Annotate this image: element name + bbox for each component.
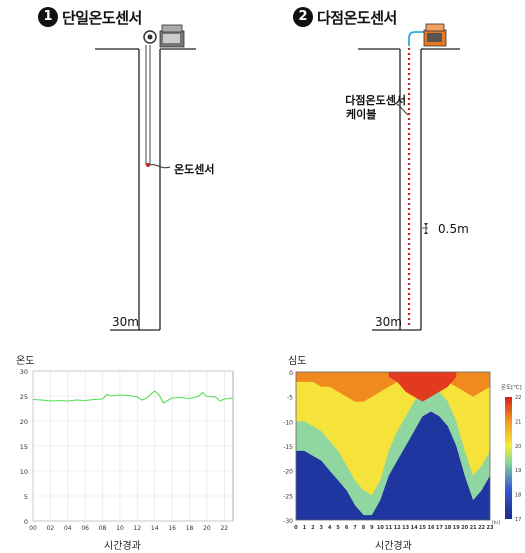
x-tick-label: 6 bbox=[345, 525, 349, 531]
sensor-label: 온도센서 bbox=[174, 163, 215, 176]
x-tick-label: 12 bbox=[134, 525, 142, 532]
borehole-multi bbox=[358, 23, 460, 331]
cable-label-line2: 케이블 bbox=[346, 108, 377, 121]
y-tick-label: -25 bbox=[283, 493, 293, 500]
y-tick-label: -30 bbox=[283, 518, 293, 525]
colorbar-tick-label: 21 bbox=[515, 419, 521, 425]
x-tick-label: 16 bbox=[168, 525, 176, 532]
x-tick-label: 02 bbox=[47, 525, 55, 532]
x-tick-label: 15 bbox=[419, 525, 426, 531]
line-chart-ylabel: 온도 bbox=[16, 356, 35, 367]
line-chart-xlabel: 시간경과 bbox=[104, 541, 141, 552]
x-tick-label: 3 bbox=[320, 525, 324, 531]
colorbar-tick-label: 22 bbox=[515, 395, 521, 401]
x-tick-label: 2 bbox=[311, 525, 315, 531]
colorbar-tick-label: 17 bbox=[515, 517, 521, 523]
x-tick-label: 22 bbox=[220, 525, 228, 532]
y-tick-label: -20 bbox=[283, 469, 293, 476]
temperature-series-line bbox=[32, 390, 234, 404]
x-tick-label: 13 bbox=[402, 525, 409, 531]
x-tick-label: 06 bbox=[81, 525, 89, 532]
x-tick-label: 23 bbox=[487, 525, 494, 531]
y-tick-label: -10 bbox=[283, 419, 293, 426]
x-tick-label: 19 bbox=[453, 525, 460, 531]
step-2-badge: 2 bbox=[293, 7, 313, 27]
y-tick-label: 0 bbox=[24, 518, 28, 526]
x-tick-label: 14 bbox=[411, 525, 418, 531]
heatmap-warm-band bbox=[296, 372, 490, 496]
step-1-badge: 1 bbox=[38, 7, 58, 27]
x-tick-label: 4 bbox=[328, 525, 332, 531]
x-tick-label: 7 bbox=[353, 525, 357, 531]
x-tick-label: 8 bbox=[362, 525, 366, 531]
heatmap-frame bbox=[295, 371, 491, 521]
y-tick-label: 15 bbox=[20, 443, 28, 451]
borehole-single bbox=[95, 24, 196, 331]
x-unit-label: [hr] bbox=[492, 520, 500, 526]
y-tick-label: 10 bbox=[20, 468, 28, 476]
cable-label-line1: 다점온도센서 bbox=[345, 94, 406, 107]
x-tick-label: 20 bbox=[203, 525, 211, 532]
x-tick-label: 16 bbox=[427, 525, 434, 531]
x-tick-label: 9 bbox=[370, 525, 374, 531]
logger-device-icon bbox=[159, 24, 185, 48]
x-tick-label: 1 bbox=[303, 525, 307, 531]
x-tick-label: 10 bbox=[377, 525, 384, 531]
cable-reel-icon bbox=[143, 30, 157, 44]
x-tick-label: 18 bbox=[444, 525, 451, 531]
colorbar-tick-label: 18 bbox=[515, 493, 521, 499]
spacing-label: 0.5m bbox=[438, 222, 469, 236]
heatmap-chart: 0-5-10-15-20-25-300 1 2 3 4 5 6 7 8 9 10 11 12 13 14 15… bbox=[283, 370, 522, 531]
x-tick-label: 18 bbox=[186, 525, 194, 532]
y-tick-label: 25 bbox=[20, 393, 28, 401]
panel2-title: 다점온도센서 bbox=[317, 9, 397, 27]
colorbar bbox=[505, 397, 512, 519]
x-tick-label: 5 bbox=[336, 525, 340, 531]
x-tick-label: 22 bbox=[478, 525, 485, 531]
x-tick-label: 14 bbox=[151, 525, 159, 532]
cable-line bbox=[408, 31, 425, 46]
depth-label-1: 30m bbox=[112, 315, 139, 329]
y-tick-label: 0 bbox=[289, 370, 293, 377]
depth-label-2: 30m bbox=[375, 315, 402, 329]
colorbar-title: 온도[℃] bbox=[501, 384, 522, 391]
heatmap-xlabel: 시간경과 bbox=[375, 541, 412, 552]
x-tick-label: 17 bbox=[436, 525, 443, 531]
x-tick-label: 12 bbox=[394, 525, 401, 531]
heatmap-max-region bbox=[388, 372, 457, 402]
logger-device-icon bbox=[423, 23, 447, 47]
x-tick-label: 21 bbox=[470, 525, 477, 531]
y-tick-label: 20 bbox=[20, 418, 28, 426]
colorbar-tick-label: 19 bbox=[515, 468, 521, 474]
heatmap-hot-band bbox=[296, 372, 490, 402]
x-tick-label: 04 bbox=[64, 525, 72, 532]
x-tick-label: 10 bbox=[116, 525, 124, 532]
x-tick-label: 20 bbox=[461, 525, 468, 531]
y-tick-label: 30 bbox=[20, 368, 28, 376]
x-tick-label: 00 bbox=[29, 525, 37, 532]
y-tick-label: -5 bbox=[287, 395, 293, 402]
line-chart: 0 5 10 15 20 25 30 00 02 04 06 08 10 12 14 16 18 20 22 bbox=[20, 368, 234, 532]
y-tick-label: 5 bbox=[24, 493, 28, 501]
x-tick-label: 0 bbox=[294, 525, 298, 531]
y-tick-label: -15 bbox=[283, 444, 293, 451]
heatmap-ylabel: 심도 bbox=[288, 356, 307, 367]
x-tick-label: 08 bbox=[99, 525, 107, 532]
x-tick-label: 11 bbox=[385, 525, 392, 531]
colorbar-tick-label: 20 bbox=[515, 444, 521, 450]
panel1-title: 단일온도센서 bbox=[62, 9, 142, 27]
sensor-dot bbox=[146, 163, 150, 167]
